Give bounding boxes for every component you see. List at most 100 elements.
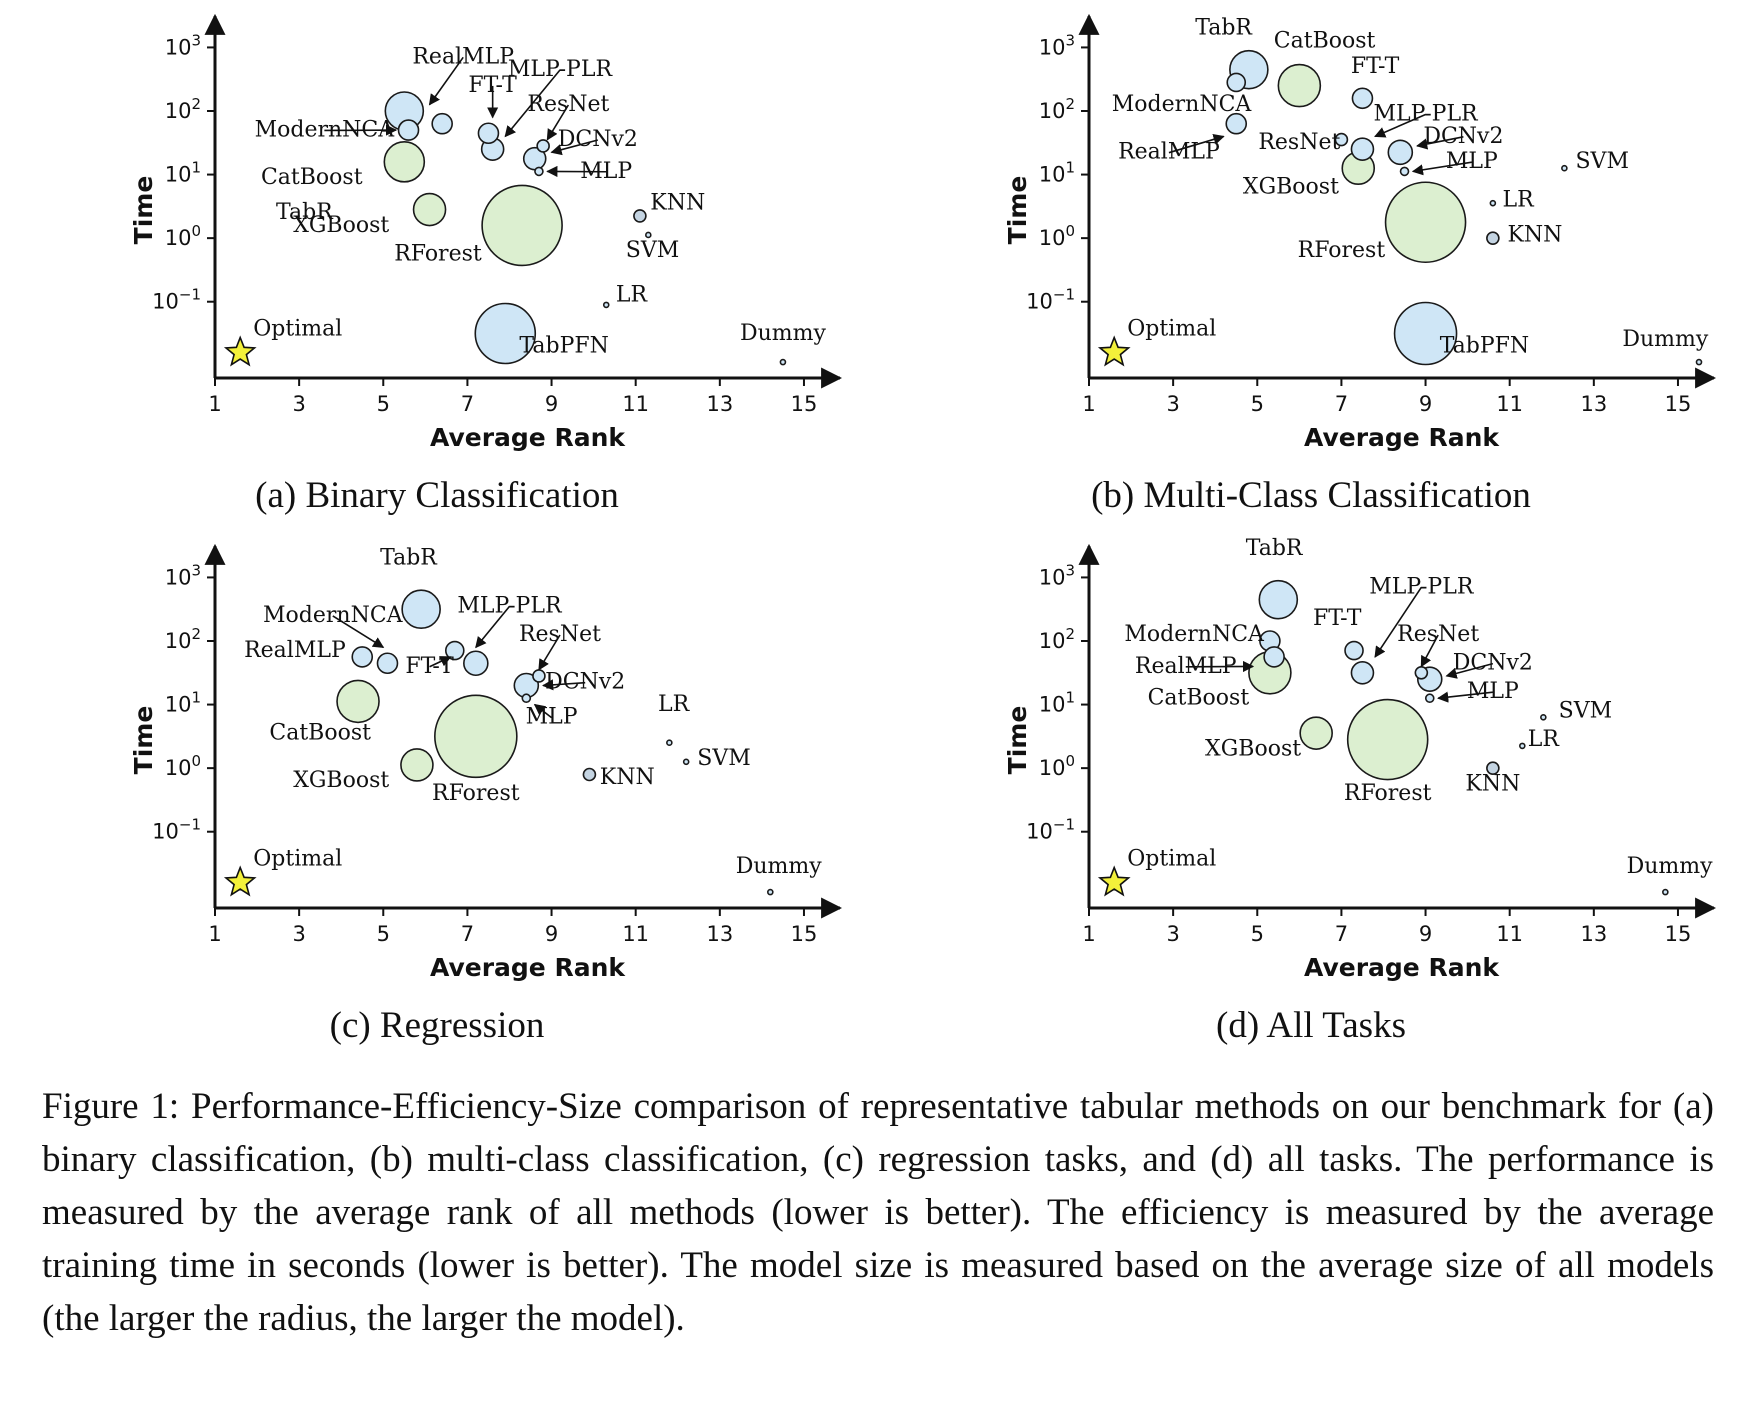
x-axis-label: Average Rank [1304, 423, 1500, 452]
label-arrow [550, 139, 599, 156]
label-arrow [475, 605, 511, 649]
label-arrow [428, 56, 464, 106]
y-tick-label: 100 [1039, 222, 1075, 250]
label-arrow [504, 69, 561, 138]
point-mlp-plr [1350, 660, 1375, 685]
point-label: FT-T [1313, 606, 1362, 631]
point-label: TabPFN [519, 334, 608, 359]
point-dummy [1662, 888, 1669, 896]
point-ft-t [477, 122, 500, 145]
x-tick-label: 3 [1166, 922, 1179, 946]
point-realmlp [1263, 646, 1285, 668]
optimal-label: Optimal [1127, 317, 1216, 342]
x-tick-label: 7 [1335, 922, 1348, 946]
y-tick-label: 100 [165, 222, 201, 250]
point-mlp [1399, 166, 1410, 177]
y-axis-label: Time [129, 706, 158, 775]
point-label: CatBoost [269, 721, 371, 746]
x-tick-label: 11 [622, 392, 649, 416]
x-tick-label: 15 [791, 922, 818, 946]
y-tick-label: 102 [165, 625, 201, 653]
point-resnet [536, 139, 550, 153]
point-label: Dummy [1627, 854, 1714, 879]
point-rforest [1384, 181, 1467, 264]
label-arrow [1437, 691, 1493, 703]
point-svm [645, 231, 652, 239]
point-label: LR [1528, 727, 1561, 752]
point-label: ModernNCA [255, 117, 396, 142]
point-label: ResNet [527, 92, 609, 117]
x-tick-label: 5 [377, 392, 390, 416]
point-resnet [1414, 665, 1429, 680]
point-label: MLP [580, 159, 632, 184]
point-label: RealMLP [1118, 140, 1220, 165]
point-label: Dummy [740, 321, 827, 346]
point-tabpfn [1393, 301, 1458, 366]
point-label: FT-T [468, 73, 517, 98]
point-label: DCNv2 [1423, 124, 1503, 149]
point-svm [1540, 713, 1547, 721]
point-label: ResNet [1397, 622, 1479, 647]
point-tabpfn [474, 302, 537, 365]
point-label: MLP-PLR [508, 57, 614, 82]
subcaption-c: (c) Regression [329, 1005, 545, 1046]
x-tick-label: 13 [1580, 922, 1607, 946]
x-axis-label: Average Rank [1304, 953, 1500, 982]
point-ft-t [1344, 640, 1364, 661]
point-label: RForest [1298, 238, 1386, 263]
point-lr [1519, 742, 1526, 750]
label-arrow [1416, 136, 1464, 150]
figure-caption: Figure 1: Performance-Efficiency-Size co… [42, 1086, 1714, 1339]
point-label: ResNet [1258, 130, 1340, 155]
x-tick-label: 9 [1419, 392, 1432, 416]
label-arrow [1168, 133, 1225, 154]
point-svm [682, 758, 690, 766]
point-label: ResNet [519, 622, 601, 647]
point-mlp-plr [1350, 137, 1375, 161]
optimal-star-icon [223, 335, 257, 367]
x-tick-label: 7 [461, 392, 474, 416]
point-label: DCNv2 [558, 127, 638, 152]
point-label: CatBoost [1274, 28, 1376, 53]
optimal-star-icon [223, 865, 257, 897]
point-realmlp [1225, 112, 1248, 135]
point-mlp [1424, 693, 1435, 704]
x-tick-label: 1 [1082, 392, 1095, 416]
point-svm [1561, 164, 1568, 172]
label-arrow [1445, 662, 1494, 679]
label-arrow [1420, 634, 1439, 668]
point-label: RForest [1344, 781, 1432, 806]
point-label: CatBoost [261, 165, 363, 190]
y-tick-label: 102 [165, 95, 201, 123]
label-arrow [1411, 161, 1472, 176]
point-label: RealMLP [412, 44, 514, 69]
point-dcnv2 [1387, 139, 1414, 166]
optimal-star-icon [1097, 335, 1131, 367]
y-tick-label: 103 [165, 31, 201, 59]
y-axis-label: Time [1003, 706, 1032, 775]
point-catboost [383, 141, 426, 183]
x-tick-label: 15 [791, 392, 818, 416]
y-axis-label: Time [1003, 176, 1032, 245]
x-axis-label: Average Rank [430, 423, 626, 452]
y-tick-label: 103 [1039, 31, 1075, 59]
point-knn [633, 209, 647, 223]
point-tabr [401, 589, 441, 630]
x-tick-label: 1 [1082, 922, 1095, 946]
point-label: KNN [650, 191, 705, 216]
point-knn [1486, 761, 1500, 775]
label-arrow [546, 104, 570, 141]
point-label: CatBoost [1148, 686, 1250, 711]
x-tick-label: 13 [706, 392, 733, 416]
subcaption-b: (b) Multi-Class Classification [1091, 475, 1531, 516]
panel-multiclass-classification: 1 3 5 7 9 11 13 15 10−1 100 101 102 103 Average Rank T… [874, 0, 1748, 530]
point-label: MLP-PLR [457, 593, 563, 618]
point-resnet [1334, 132, 1349, 147]
point-dummy [779, 358, 787, 366]
point-label: TabR [1246, 536, 1304, 561]
x-tick-label: 13 [1580, 392, 1607, 416]
point-label: DCNv2 [545, 670, 625, 695]
point-modernnca [397, 119, 420, 141]
y-tick-label: 101 [1039, 689, 1075, 717]
